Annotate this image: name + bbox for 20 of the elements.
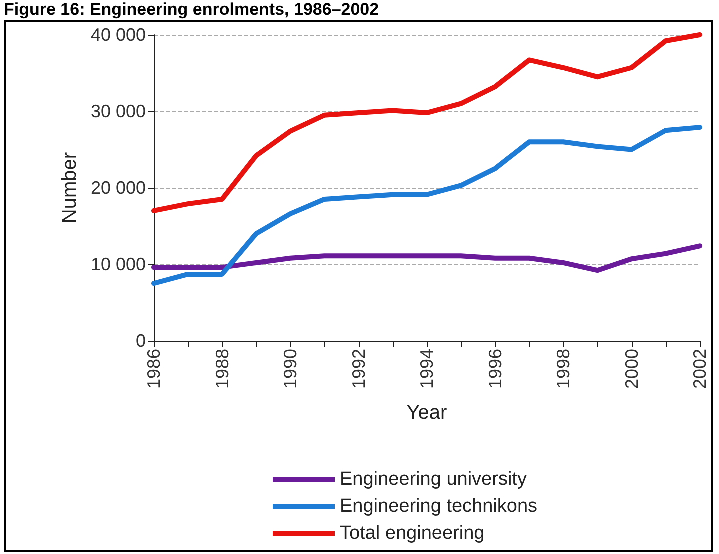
- y-tick-label: 30 000: [90, 102, 146, 122]
- legend-label: Engineering technikons: [340, 496, 538, 517]
- legend-label: Engineering university: [340, 469, 528, 490]
- x-tick-label: 1986: [144, 349, 164, 390]
- x-tick-label: 1988: [212, 349, 232, 390]
- x-tick-label: 2000: [622, 349, 642, 390]
- x-tick-label: 1996: [485, 349, 506, 390]
- x-tick-label: 1990: [280, 349, 300, 390]
- x-tick-label: 1992: [348, 349, 369, 390]
- y-tick-label: 20 000: [90, 178, 146, 198]
- x-tick-label: 1998: [554, 349, 574, 390]
- legend-label: Total engineering: [340, 523, 485, 544]
- y-tick-label: 40 000: [90, 25, 146, 45]
- x-tick-label: 1994: [417, 349, 437, 390]
- x-tick-label: 2002: [690, 349, 710, 390]
- y-axis-title: Number: [59, 152, 82, 224]
- chart-title: Figure 16: Engineering enrolments, 1986–2002: [4, 0, 380, 20]
- y-tick-label: 0: [136, 331, 146, 351]
- x-axis-title: Year: [406, 402, 448, 424]
- y-tick-label: 10 000: [90, 254, 146, 274]
